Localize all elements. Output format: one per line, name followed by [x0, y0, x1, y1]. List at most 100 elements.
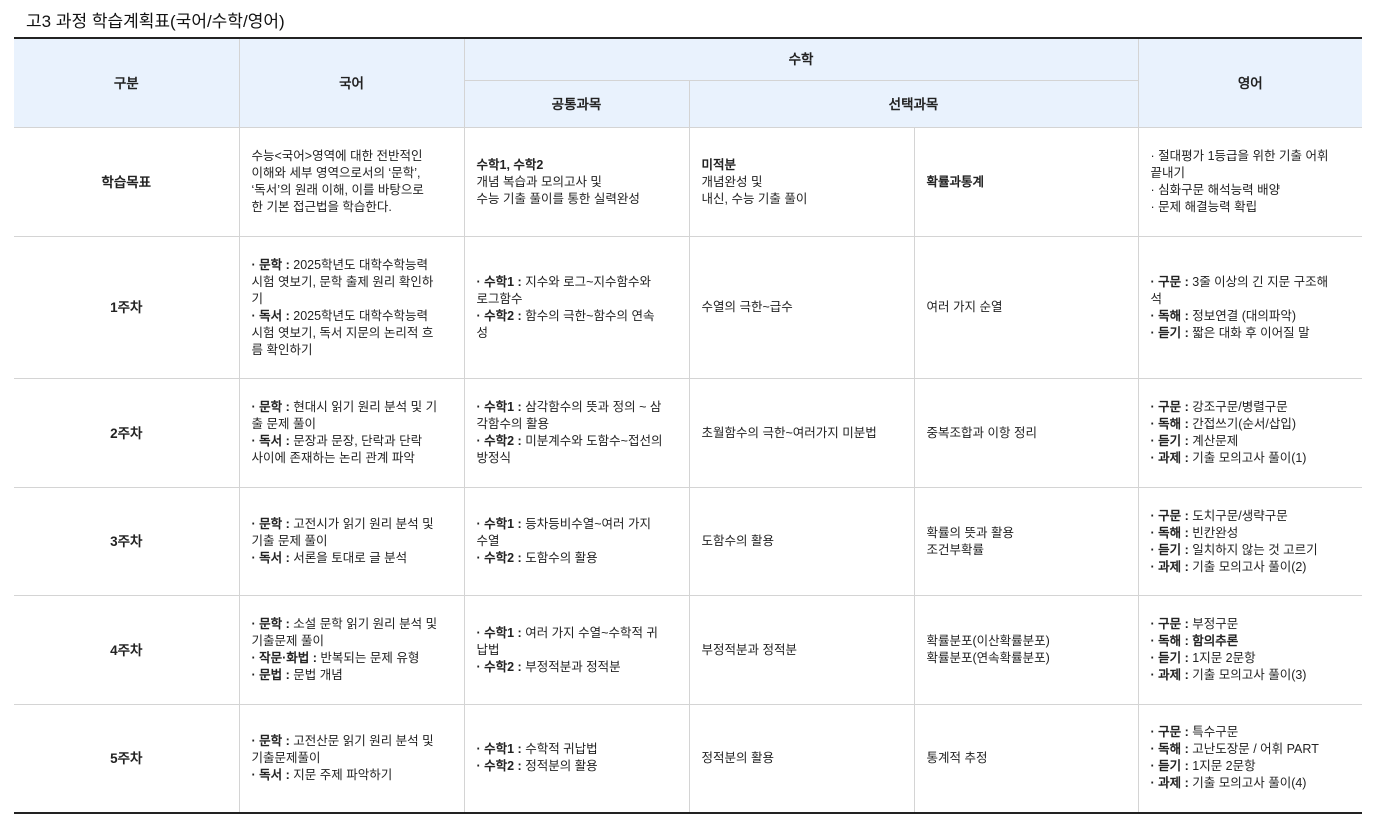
cell-line: · 문학 : 소설 문학 읽기 원리 분석 및 [252, 616, 452, 633]
cell-line: 여러 가지 순열 [927, 299, 1126, 316]
line-key: · 문학 : [251, 617, 294, 631]
line-text: 납법 [476, 642, 500, 657]
table-row: 3주차 · 문학 : 고전시가 읽기 원리 분석 및 기출 문제 풀이 · 독서 : … [14, 487, 1362, 596]
math-calculus-cell: 수열의 극한~급수 [688, 236, 915, 379]
math-common-cell: · 수학1 : 등차등비수열~여러 가지 수열 · 수학2 : 도함수의 활용 [463, 487, 690, 596]
line-text: 간접쓰기(순서/삽입) [1192, 417, 1297, 431]
line-text: 확률의 뜻과 활용 [926, 525, 1014, 540]
cell-line: · 수학1 : 여러 가지 수열~수학적 귀 [477, 625, 677, 642]
math-common-cell: · 수학1 : 지수와 로그~지수함수와 로그함수 · 수학2 : 함수의 극한~함… [463, 236, 690, 379]
line-text: 중복조합과 이항 정리 [926, 425, 1037, 440]
line-key: · 구문 : [1150, 617, 1193, 631]
line-text: 기출 모의고사 풀이(4) [1192, 776, 1307, 791]
line-text: ‘독서’의 원래 이해, 이를 바탕으로 [251, 183, 424, 197]
line-text: 름 확인하기 [251, 342, 313, 357]
line-text: 기출 모의고사 풀이(2) [1192, 559, 1307, 574]
line-key: · 독해 : [1150, 634, 1193, 648]
korean-cell: · 문학 : 소설 문학 읽기 원리 분석 및 기출문제 풀이 · 작문·화법 : … [238, 595, 465, 705]
cell-line: 성 [477, 325, 677, 342]
cell-line: 시험 엿보기, 문학 출제 원리 확인하 [252, 274, 452, 291]
cell-line: 한 기본 접근법을 학습한다. [252, 199, 452, 216]
line-text: 확률과통계 [926, 174, 985, 189]
line-text: 내신, 수능 기출 풀이 [701, 191, 808, 206]
line-key: · 듣기 : [1150, 434, 1193, 448]
line-text: 한 기본 접근법을 학습한다. [251, 200, 392, 214]
cell-line: · 수학1 : 지수와 로그~지수함수와 [477, 274, 677, 291]
line-key: · 수학2 : [476, 434, 526, 448]
line-text: 고난도장문 / 어휘 PART [1192, 742, 1319, 757]
cell-line: 이해와 세부 영역으로서의 ‘문학’, [252, 165, 452, 182]
cell-line: · 수학1 : 등차등비수열~여러 가지 [477, 516, 677, 533]
cell-line: 정적분의 활용 [702, 750, 902, 767]
math-statistics-cell: 여러 가지 순열 [913, 236, 1139, 379]
cell-line: 끝내기 [1151, 165, 1351, 182]
cell-line: · 과제 : 기출 모의고사 풀이(4) [1151, 775, 1351, 792]
korean-cell: · 문학 : 2025학년도 대학수학능력 시험 엿보기, 문학 출제 원리 확인… [238, 236, 465, 379]
line-text: 빈칸완성 [1192, 525, 1239, 540]
math-common-cell: · 수학1 : 수학적 귀납법 · 수학2 : 정적분의 활용 [463, 704, 690, 813]
line-text: 확률분포(연속확률분포) [926, 651, 1050, 665]
line-text: 정적분의 활용 [525, 759, 598, 774]
cell-line: · 독서 : 문장과 문장, 단락과 단락 [252, 433, 452, 450]
line-text: 짧은 대화 후 이어질 말 [1192, 325, 1310, 340]
math-common-cell: 수학1, 수학2 개념 복습과 모의고사 및 수능 기출 풀이를 통한 실력완성 [463, 127, 690, 237]
cell-line: · 구문 : 도치구문/생략구문 [1151, 508, 1351, 525]
cell-line: · 수학2 : 부정적분과 정적분 [477, 659, 677, 676]
line-text: 고전산문 읽기 원리 분석 및 [293, 733, 434, 748]
line-text: 여러 가지 수열~수학적 귀 [525, 625, 658, 640]
math-calculus-cell: 부정적분과 정적분 [688, 595, 915, 705]
cell-line: 확률분포(이산확률분포) [927, 633, 1126, 650]
korean-cell: · 문학 : 고전산문 읽기 원리 분석 및 기출문제풀이 · 독서 : 지문 주제… [238, 704, 465, 813]
line-text: 도함수의 활용 [525, 551, 598, 565]
cell-line: · 구문 : 부정구문 [1151, 616, 1351, 633]
row-label: 학습목표 [14, 127, 240, 237]
english-cell: · 구문 : 특수구문 · 독해 : 고난도장문 / 어휘 PART · 듣기 : … [1137, 704, 1362, 813]
line-key: · 독해 : [1150, 742, 1193, 757]
cell-line: · 문법 : 문법 개념 [252, 667, 452, 684]
cell-line: · 수학2 : 함수의 극한~함수의 연속 [477, 308, 677, 325]
line-key: · 독서 : [251, 767, 294, 782]
cell-line: 수학1, 수학2 [477, 157, 677, 174]
cell-line: 기출문제풀이 [252, 750, 452, 767]
cell-line: 수열 [477, 533, 677, 550]
line-text: 이해와 세부 영역으로서의 ‘문학’, [251, 166, 421, 180]
line-text: · 문제 해결능력 확립 [1150, 200, 1258, 214]
line-key: · 문학 : [251, 517, 294, 531]
cell-line: 부정적분과 정적분 [702, 642, 902, 659]
row-label: 3주차 [14, 487, 240, 596]
line-text: 확률분포(이산확률분포) [926, 634, 1050, 648]
line-key: · 독해 : [1150, 525, 1193, 540]
cell-line: 미적분 [702, 157, 902, 174]
line-text: 계산문제 [1192, 434, 1239, 448]
line-text: 2025학년도 대학수학능력 [293, 257, 429, 272]
line-text: 수능<국어>영역에 대한 전반적인 [251, 149, 423, 163]
cell-line: 시험 엿보기, 독서 지문의 논리적 흐 [252, 325, 452, 342]
line-key: · 수학2 : [476, 308, 526, 323]
line-text: 정적분의 활용 [701, 750, 774, 765]
cell-line: 개념완성 및 [702, 174, 902, 191]
line-key: · 독해 : [1150, 417, 1193, 431]
cell-line: 로그함수 [477, 291, 677, 308]
cell-line: 초월함수의 극한~여러가지 미분법 [702, 425, 902, 442]
line-key: · 수학1 : [476, 274, 526, 289]
cell-line: · 독해 : 함의추론 [1151, 633, 1351, 650]
header-math-common: 공통과목 [464, 80, 690, 128]
row-label: 2주차 [14, 378, 240, 488]
page-title: 고3 과정 학습계획표(국어/수학/영어) [26, 12, 285, 31]
line-key: · 작문·화법 : [251, 651, 321, 665]
cell-line: · 구문 : 3줄 이상의 긴 지문 구조해 [1151, 274, 1351, 291]
line-text: 부정구문 [1192, 617, 1239, 631]
math-statistics-cell: 확률분포(이산확률분포) 확률분포(연속확률분포) [913, 595, 1139, 705]
cell-line: · 독서 : 지문 주제 파악하기 [252, 767, 452, 784]
line-key: · 독해 : [1150, 308, 1193, 323]
math-calculus-cell: 도함수의 활용 [688, 487, 915, 596]
row-label: 1주차 [14, 236, 240, 379]
cell-line: · 수학2 : 미분계수와 도함수~접선의 [477, 433, 677, 450]
cell-line: 확률분포(연속확률분포) [927, 650, 1126, 667]
line-text: 석 [1150, 291, 1163, 306]
line-text: 기출 문제 풀이 [251, 534, 328, 548]
cell-line: 통계적 추정 [927, 750, 1126, 767]
cell-line: 기출문제 풀이 [252, 633, 452, 650]
line-text: 3줄 이상의 긴 지문 구조해 [1192, 274, 1329, 289]
